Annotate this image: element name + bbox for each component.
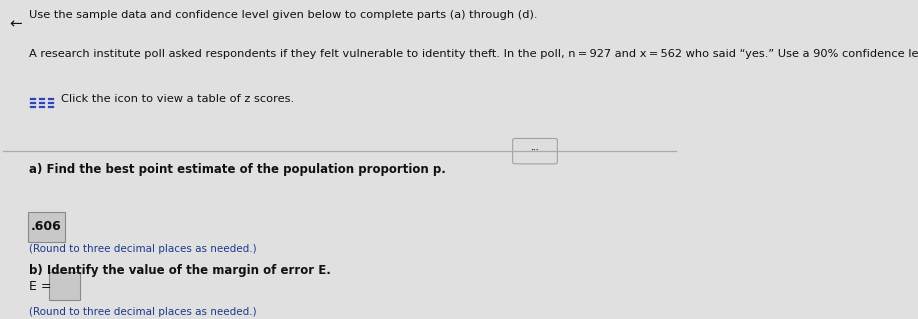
- FancyBboxPatch shape: [28, 105, 37, 108]
- FancyBboxPatch shape: [38, 101, 45, 104]
- FancyBboxPatch shape: [28, 97, 37, 100]
- FancyBboxPatch shape: [47, 97, 54, 100]
- FancyBboxPatch shape: [38, 97, 45, 100]
- Text: (Round to three decimal places as needed.): (Round to three decimal places as needed…: [28, 244, 256, 254]
- FancyBboxPatch shape: [50, 272, 80, 300]
- Text: (Round to three decimal places as needed.): (Round to three decimal places as needed…: [28, 307, 256, 317]
- FancyBboxPatch shape: [47, 105, 54, 108]
- FancyBboxPatch shape: [28, 212, 64, 242]
- FancyBboxPatch shape: [47, 101, 54, 104]
- Text: ←: ←: [10, 16, 22, 31]
- Text: ···: ···: [531, 147, 539, 156]
- Text: Use the sample data and confidence level given below to complete parts (a) throu: Use the sample data and confidence level…: [28, 10, 537, 20]
- FancyBboxPatch shape: [28, 101, 37, 104]
- Text: a) Find the best point estimate of the population proportion p.: a) Find the best point estimate of the p…: [28, 163, 446, 176]
- Text: b) Identify the value of the margin of error E.: b) Identify the value of the margin of e…: [28, 263, 330, 277]
- FancyBboxPatch shape: [512, 138, 557, 164]
- Text: Click the icon to view a table of z scores.: Click the icon to view a table of z scor…: [62, 94, 295, 104]
- Text: A research institute poll asked respondents if they felt vulnerable to identity : A research institute poll asked responde…: [28, 49, 918, 59]
- Text: E =: E =: [28, 279, 51, 293]
- FancyBboxPatch shape: [38, 105, 45, 108]
- Text: .606: .606: [30, 220, 62, 233]
